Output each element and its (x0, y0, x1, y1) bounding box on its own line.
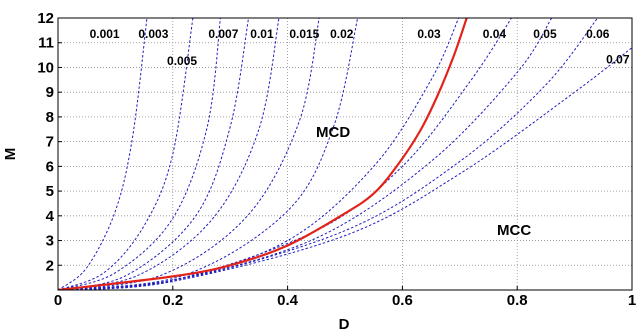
contour-label-0-02: 0.02 (330, 27, 354, 41)
contour-label-0-01: 0.01 (250, 27, 274, 41)
series-layer (58, 18, 632, 290)
x-tick-label: 0.8 (507, 292, 528, 309)
contour-label-0-05: 0.05 (533, 27, 557, 41)
y-tick-label: 2 (46, 257, 54, 274)
y-tick-label: 4 (46, 208, 55, 225)
contour-label-0-04: 0.04 (483, 27, 507, 41)
contour-label-layer: 0.001 0.003 0.005 0.007 0.01 0.015 0.02 0.03 0.0… (90, 27, 630, 68)
contour-label-0-03: 0.03 (417, 27, 441, 41)
y-tick-label: 8 (46, 109, 54, 126)
y-tick-label: 12 (37, 10, 54, 27)
contour-line-0-005 (58, 18, 221, 290)
contour-line-0-007 (58, 18, 250, 290)
y-tick-label: 11 (38, 35, 54, 52)
contour-line-0-05 (58, 18, 553, 290)
x-tick-label: 0 (54, 292, 62, 309)
contour-label-0-005: 0.005 (167, 54, 197, 68)
y-tick-label: 9 (46, 84, 54, 101)
contour-line-0-001 (58, 18, 148, 290)
boundary-curve (58, 18, 468, 290)
contour-label-0-06: 0.06 (586, 27, 610, 41)
region-label-mcd: MCD (316, 124, 350, 141)
x-axis-label: D (339, 316, 350, 329)
region-label-mcc: MCC (497, 222, 531, 239)
x-tick-label: 0.2 (162, 292, 183, 309)
contour-label-0-07: 0.07 (606, 53, 630, 67)
y-tick-label: 7 (46, 134, 54, 151)
plot-frame (57, 17, 633, 291)
contour-label-0-003: 0.003 (138, 27, 168, 41)
contour-line-0-07 (58, 47, 632, 290)
y-tick-label: 10 (37, 59, 54, 76)
contour-line-0-06 (58, 18, 598, 290)
contour-label-0-007: 0.007 (208, 27, 238, 41)
x-tick-label: 0.6 (392, 292, 413, 309)
contour-line-0-01 (58, 18, 280, 290)
y-tick-label: 5 (46, 183, 54, 200)
plot-background (58, 18, 632, 290)
y-tick-label: 6 (46, 158, 54, 175)
contour-line-0-02 (58, 18, 359, 290)
contour-line-0-015 (58, 18, 320, 290)
contour-label-0-001: 0.001 (90, 27, 120, 41)
contour-label-0-015: 0.015 (289, 27, 319, 41)
contour-line-0-003 (58, 18, 194, 290)
x-tick-label: 1 (628, 292, 636, 309)
y-tick-label: 3 (46, 233, 54, 250)
x-tick-label: 0.4 (277, 292, 299, 309)
y-axis-label: M (2, 148, 19, 161)
